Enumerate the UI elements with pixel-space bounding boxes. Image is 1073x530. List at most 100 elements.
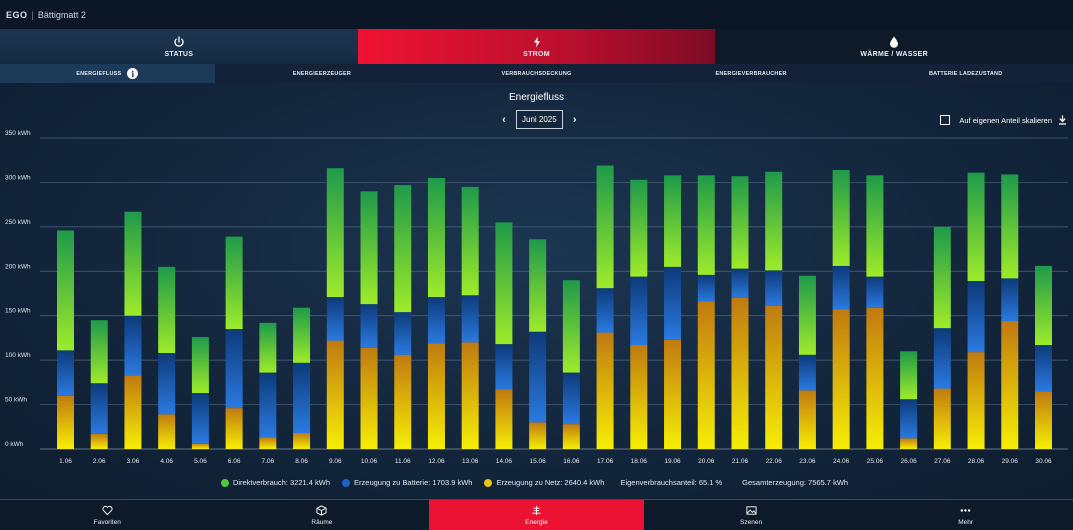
subtab-energieerzeuger[interactable]: ENERGIEERZEUGER xyxy=(214,64,430,83)
bar-segment-direkt[interactable] xyxy=(967,172,985,282)
bar-segment-batterie[interactable] xyxy=(900,399,918,439)
tab-waerme-wasser[interactable]: WÄRME / WASSER xyxy=(715,29,1073,64)
bar-segment-netz[interactable] xyxy=(933,388,951,449)
info-icon[interactable]: i xyxy=(127,68,139,79)
bar-segment-batterie[interactable] xyxy=(967,281,985,353)
bar-segment-netz[interactable] xyxy=(326,340,344,449)
tab-status[interactable]: STATUS xyxy=(0,29,358,64)
bar-segment-netz[interactable] xyxy=(191,443,209,449)
previous-month-button[interactable]: ‹ xyxy=(502,113,506,126)
bar-segment-netz[interactable] xyxy=(461,342,479,449)
bar-segment-netz[interactable] xyxy=(1001,321,1019,449)
bar-segment-batterie[interactable] xyxy=(191,393,209,444)
bar-segment-batterie[interactable] xyxy=(697,274,715,302)
bar-segment-batterie[interactable] xyxy=(360,304,378,348)
tab-strom[interactable]: STROM xyxy=(357,29,716,64)
bar-segment-direkt[interactable] xyxy=(191,337,209,394)
bar-segment-batterie[interactable] xyxy=(57,350,74,396)
bar-segment-direkt[interactable] xyxy=(664,175,682,267)
bar-segment-netz[interactable] xyxy=(90,433,108,449)
bar-segment-batterie[interactable] xyxy=(461,295,479,343)
bar-segment-direkt[interactable] xyxy=(798,275,816,355)
bar-segment-netz[interactable] xyxy=(57,395,74,449)
bar-segment-netz[interactable] xyxy=(225,408,243,449)
bar-segment-direkt[interactable] xyxy=(57,230,74,351)
bar-segment-netz[interactable] xyxy=(360,347,378,449)
bar-segment-direkt[interactable] xyxy=(596,165,614,289)
download-icon[interactable] xyxy=(1058,115,1067,125)
bar-segment-batterie[interactable] xyxy=(326,297,344,341)
bar-segment-batterie[interactable] xyxy=(630,276,648,346)
bar-segment-direkt[interactable] xyxy=(495,222,513,345)
bar-segment-netz[interactable] xyxy=(124,375,142,449)
bar-segment-direkt[interactable] xyxy=(461,186,479,296)
legend-direktverbrauch[interactable]: Direktverbrauch: 3221.4 kWh xyxy=(220,478,330,487)
bar-segment-direkt[interactable] xyxy=(326,168,344,298)
bar-segment-netz[interactable] xyxy=(495,389,513,449)
bar-segment-batterie[interactable] xyxy=(664,266,682,340)
legend-netz[interactable]: Erzeugung zu Netz: 2640.4 kWh xyxy=(484,478,604,487)
bar-segment-direkt[interactable] xyxy=(866,175,884,277)
bar-segment-batterie[interactable] xyxy=(1035,345,1052,392)
bar-segment-direkt[interactable] xyxy=(90,320,108,384)
bar-segment-netz[interactable] xyxy=(832,309,850,449)
bar-segment-direkt[interactable] xyxy=(360,191,378,305)
next-month-button[interactable]: › xyxy=(572,113,577,126)
bar-segment-batterie[interactable] xyxy=(90,383,108,434)
bar-segment-netz[interactable] xyxy=(697,301,715,449)
bar-segment-batterie[interactable] xyxy=(259,372,277,438)
bar-segment-batterie[interactable] xyxy=(798,354,816,391)
bar-segment-direkt[interactable] xyxy=(529,239,547,332)
subtab-batterie-ladezustand[interactable]: BATTERIE LADEZUSTAND xyxy=(858,64,1073,83)
bar-segment-netz[interactable] xyxy=(259,437,277,449)
bar-segment-netz[interactable] xyxy=(1035,391,1052,449)
nav-szenen[interactable]: Szenen xyxy=(644,500,859,530)
bar-segment-netz[interactable] xyxy=(765,305,783,449)
bar-segment-netz[interactable] xyxy=(866,307,884,449)
bar-segment-batterie[interactable] xyxy=(225,329,243,409)
subtab-energiefluss[interactable]: ENERGIEFLUSS i xyxy=(0,64,215,83)
bar-segment-netz[interactable] xyxy=(596,332,614,449)
bar-segment-batterie[interactable] xyxy=(158,353,176,415)
bar-segment-direkt[interactable] xyxy=(124,211,142,316)
scale-toggle[interactable]: Auf eigenen Anteil skalieren xyxy=(940,115,1067,125)
nav-favoriten[interactable]: Favoriten xyxy=(0,500,215,530)
bar-segment-direkt[interactable] xyxy=(293,307,311,363)
bar-segment-direkt[interactable] xyxy=(900,351,918,400)
bar-segment-batterie[interactable] xyxy=(731,268,749,298)
bar-segment-batterie[interactable] xyxy=(933,328,951,389)
bar-segment-batterie[interactable] xyxy=(495,344,513,390)
subtab-energieverbraucher[interactable]: ENERGIEVERBRAUCHER xyxy=(643,64,859,83)
bar-segment-batterie[interactable] xyxy=(394,312,412,355)
bar-segment-batterie[interactable] xyxy=(124,315,142,376)
nav-energie[interactable]: Energie xyxy=(429,500,644,530)
bar-segment-netz[interactable] xyxy=(562,424,580,449)
bar-segment-netz[interactable] xyxy=(427,343,445,449)
month-selector[interactable]: Juni 2025 xyxy=(516,110,563,129)
bar-segment-direkt[interactable] xyxy=(765,171,783,271)
bar-segment-netz[interactable] xyxy=(630,345,648,449)
bar-segment-netz[interactable] xyxy=(293,433,311,449)
bar-segment-batterie[interactable] xyxy=(832,265,850,310)
bar-segment-direkt[interactable] xyxy=(158,266,176,354)
bar-segment-batterie[interactable] xyxy=(596,288,614,333)
nav-raeume[interactable]: Räume xyxy=(215,500,430,530)
bar-segment-batterie[interactable] xyxy=(293,362,311,434)
bar-segment-batterie[interactable] xyxy=(427,297,445,344)
bar-segment-direkt[interactable] xyxy=(832,169,850,266)
bar-segment-netz[interactable] xyxy=(664,339,682,449)
bar-segment-direkt[interactable] xyxy=(731,176,749,269)
bar-segment-direkt[interactable] xyxy=(562,280,580,373)
bar-segment-batterie[interactable] xyxy=(529,331,547,423)
bar-segment-direkt[interactable] xyxy=(259,322,277,373)
bar-segment-direkt[interactable] xyxy=(225,236,243,330)
nav-mehr[interactable]: Mehr xyxy=(858,500,1073,530)
bar-segment-direkt[interactable] xyxy=(933,226,951,329)
legend-batterie[interactable]: Erzeugung zu Batterie: 1703.9 kWh xyxy=(342,478,472,487)
bar-segment-direkt[interactable] xyxy=(394,185,412,313)
scale-checkbox[interactable] xyxy=(940,115,951,125)
subtab-verbrauchsdeckung[interactable]: VERBRAUCHSDECKUNG xyxy=(429,64,644,83)
bar-segment-batterie[interactable] xyxy=(765,270,783,306)
bar-segment-netz[interactable] xyxy=(798,390,816,449)
bar-segment-direkt[interactable] xyxy=(697,175,715,275)
